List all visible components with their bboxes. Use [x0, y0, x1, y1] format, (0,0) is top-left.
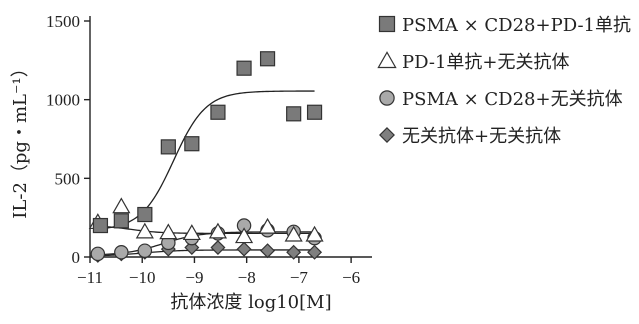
data-point-triangle [305, 225, 324, 242]
data-points [88, 51, 324, 263]
data-point-diamond [286, 244, 302, 260]
data-point-circle [114, 245, 129, 260]
axes: −11 −10 −9 −8 −7 −6 0 500 1000 1500 抗体浓度 log10[M] I… [10, 12, 372, 313]
y-tick-label: 1500 [46, 12, 80, 31]
data-point-square [137, 206, 153, 223]
data-point-square [160, 139, 176, 155]
x-tick-label: −8 [238, 268, 256, 287]
data-point-triangle [284, 225, 303, 242]
legend-marker-triangle [377, 51, 397, 69]
legend-label: 无关抗体+无关抗体 [402, 126, 561, 147]
data-point-triangle [159, 223, 178, 240]
data-point-triangle [112, 197, 131, 214]
legend-marker-circle [379, 90, 395, 106]
y-tick-label: 1000 [46, 91, 80, 110]
fit-curve [100, 90, 315, 230]
legend-marker-diamond [379, 127, 395, 143]
data-point-square [92, 217, 109, 234]
y-tick-label: 500 [55, 169, 81, 188]
fit-curve [97, 231, 315, 256]
data-point-square [286, 106, 302, 122]
data-point-square [259, 51, 276, 67]
legend-label: PSMA × CD28+无关抗体 [402, 89, 623, 110]
data-point-square [184, 136, 200, 152]
y-axis-title: IL-2（pg・mL⁻¹） [10, 59, 31, 218]
data-point-triangle [234, 227, 254, 244]
data-point-triangle [258, 217, 277, 234]
x-tick-label: −7 [290, 268, 309, 287]
x-tick-label: −10 [129, 268, 156, 287]
fit-curve [97, 249, 315, 257]
data-point-triangle [135, 222, 154, 239]
data-point-square [113, 213, 129, 229]
x-tick-label: −9 [185, 268, 203, 287]
data-point-diamond [260, 243, 276, 259]
x-tick-label: −6 [342, 268, 360, 287]
data-point-circle [137, 243, 153, 258]
data-point-triangle [182, 224, 201, 241]
data-point-diamond [307, 244, 323, 260]
y-tick-label: 0 [72, 248, 81, 267]
legend-label: PD-1单抗+无关抗体 [402, 52, 570, 73]
legend: PSMA × CD28+PD-1单抗 PD-1单抗+无关抗体 PSMA × CD28… [377, 15, 631, 147]
x-tick-label: −11 [77, 268, 103, 287]
x-axis-title: 抗体浓度 log10[M] [170, 292, 331, 313]
legend-label: PSMA × CD28+PD-1单抗 [402, 15, 631, 36]
fit-curves [97, 90, 315, 257]
data-point-square [210, 104, 226, 120]
data-point-circle [90, 246, 106, 262]
legend-marker-square [378, 15, 396, 33]
data-point-square [236, 60, 252, 76]
fit-curve [97, 225, 315, 235]
data-point-square [306, 104, 323, 120]
data-point-diamond [210, 240, 226, 256]
data-point-diamond [236, 241, 252, 257]
data-point-triangle [208, 222, 228, 239]
